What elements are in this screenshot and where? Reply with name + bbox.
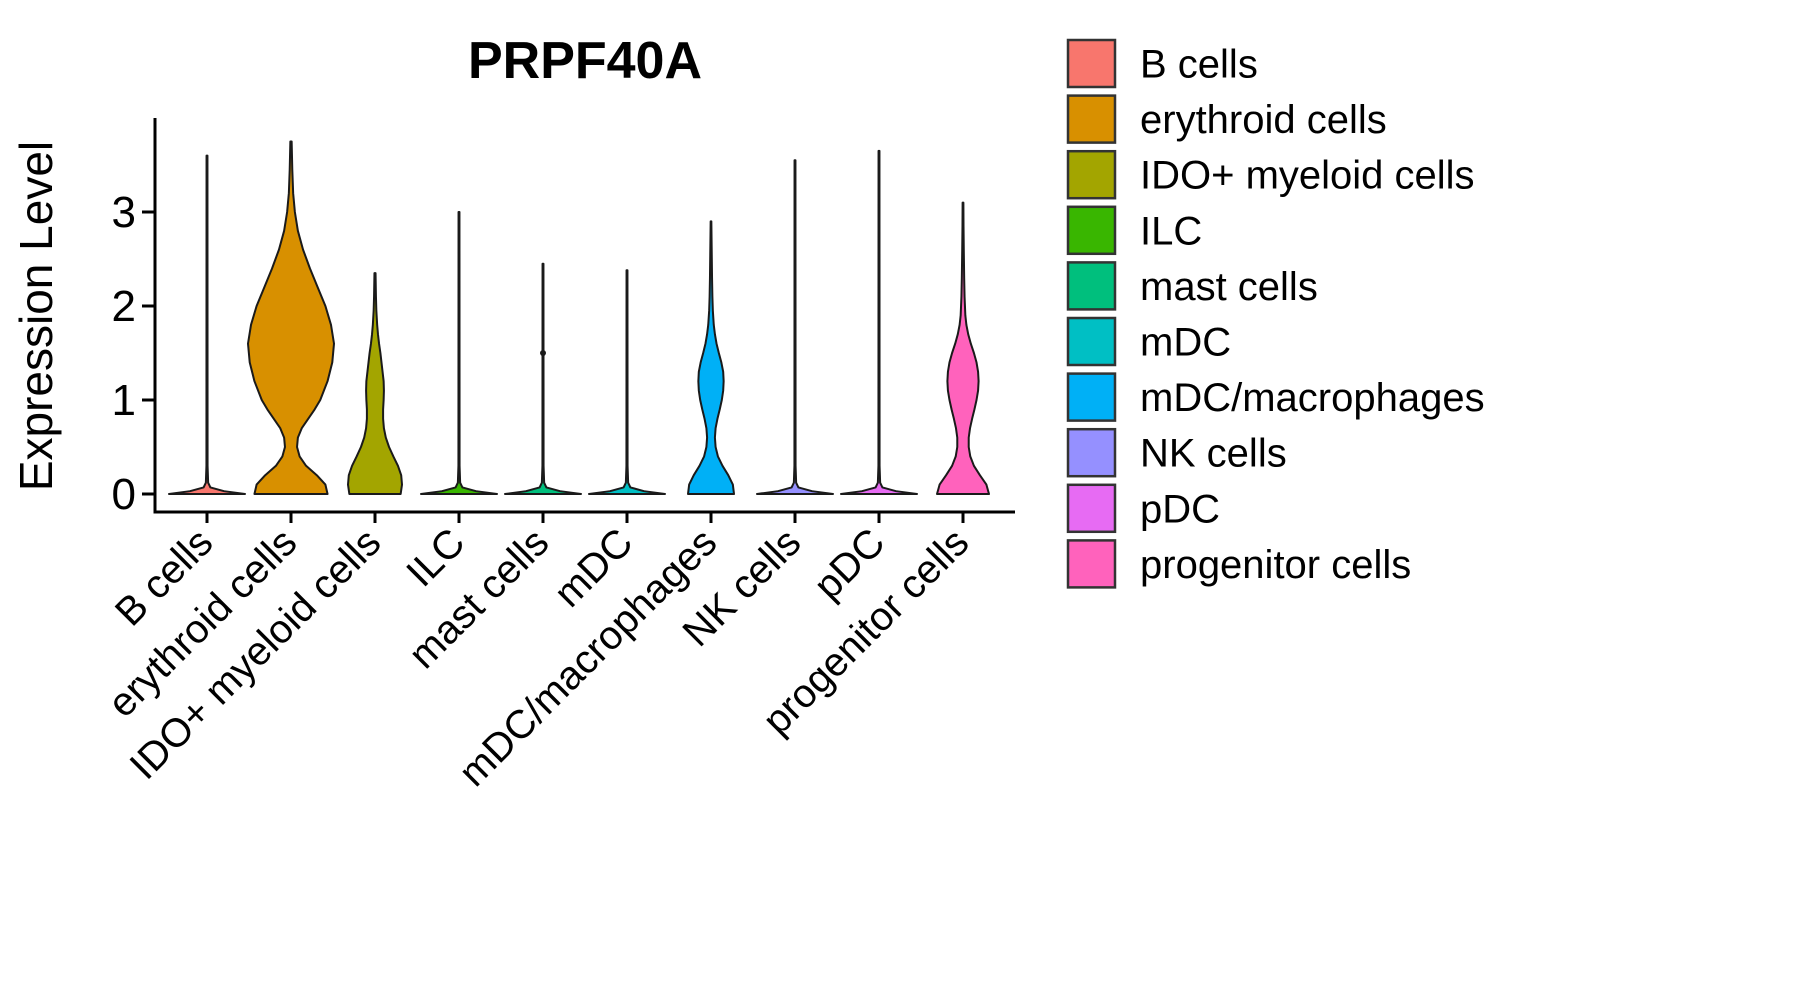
violin-erythroid-cells xyxy=(247,140,335,495)
legend-label: progenitor cells xyxy=(1140,543,1411,587)
violin-progenitor-cells xyxy=(936,201,990,495)
legend-swatch xyxy=(1066,38,1117,89)
violin-nk-cells xyxy=(756,159,834,495)
legend-item: ILC xyxy=(1066,205,1202,256)
y-tick-label: 0 xyxy=(112,470,136,519)
legend-item: IDO+ myeloid cells xyxy=(1066,149,1475,200)
violin-mdc xyxy=(588,269,666,495)
legend-item: mast cells xyxy=(1066,261,1318,311)
y-tick-label: 3 xyxy=(112,188,136,237)
legend-swatch xyxy=(1066,483,1117,534)
violin-mast-cells xyxy=(504,262,582,495)
legend: B cells erythroid cells IDO+ myeloid cells… xyxy=(1066,38,1485,589)
legend-swatch xyxy=(1066,427,1117,478)
legend-label: ILC xyxy=(1140,209,1202,253)
legend-label: B cells xyxy=(1140,43,1258,87)
y-tick-label: 2 xyxy=(112,282,136,331)
violins-group xyxy=(168,140,990,495)
violin-b-cells xyxy=(168,154,246,495)
legend-item: pDC xyxy=(1066,483,1220,534)
legend-label: mast cells xyxy=(1140,265,1318,309)
legend-swatch xyxy=(1066,94,1117,144)
legend-label: mDC xyxy=(1140,321,1231,365)
violin-ilc xyxy=(420,211,498,495)
legend-label: mDC/macrophages xyxy=(1140,376,1485,420)
legend-item: mDC xyxy=(1066,316,1231,367)
legend-item: mDC/macrophages xyxy=(1066,372,1485,422)
legend-swatch xyxy=(1066,149,1117,200)
y-axis-label: Expression Level xyxy=(10,141,62,491)
violin-pdc xyxy=(840,149,918,495)
legend-label: erythroid cells xyxy=(1140,98,1387,142)
legend-swatch xyxy=(1066,539,1117,589)
legend-swatch xyxy=(1066,205,1117,256)
legend-swatch xyxy=(1066,261,1117,311)
legend-item: B cells xyxy=(1066,38,1258,89)
legend-label: pDC xyxy=(1140,487,1220,531)
chart-title: PRPF40A xyxy=(468,32,702,90)
legend-swatch xyxy=(1066,316,1117,367)
outlier-point xyxy=(540,350,546,356)
violin-mdc-macrophages xyxy=(687,220,735,495)
legend-item: NK cells xyxy=(1066,427,1287,478)
legend-item: erythroid cells xyxy=(1066,94,1387,144)
y-tick-label: 1 xyxy=(112,376,136,425)
legend-label: IDO+ myeloid cells xyxy=(1140,154,1475,198)
legend-label: NK cells xyxy=(1140,432,1287,476)
legend-item: progenitor cells xyxy=(1066,539,1411,589)
violin-ido-myeloid-cells xyxy=(347,272,403,495)
legend-swatch xyxy=(1066,372,1117,422)
